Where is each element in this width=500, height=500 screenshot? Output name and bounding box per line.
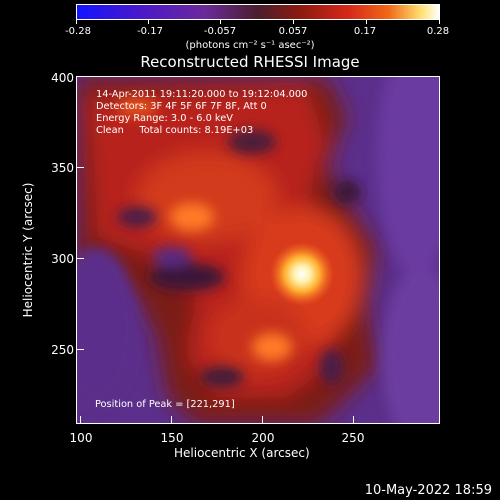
x-axis-title: Heliocentric X (arcsec) [174, 446, 310, 460]
x-tick-mark [80, 416, 81, 424]
y-tick-mark [76, 258, 84, 259]
x-tick-label: 250 [341, 431, 365, 445]
x-tick-mark [262, 416, 263, 424]
colorbar-tick [439, 20, 440, 24]
colorbar [76, 4, 440, 20]
colorbar-label: 0.28 [426, 26, 450, 37]
y-tick-label: 250 [51, 343, 74, 357]
y-tick-mark [76, 349, 84, 350]
y-axis-title: Heliocentric Y (arcsec) [21, 182, 35, 318]
y-tick-mark [76, 167, 84, 168]
annotation-detectors: Detectors: 3F 4F 5F 6F 7F 8F, Att 0 [96, 101, 267, 112]
bright-patches [117, 97, 292, 361]
x-tick-label: 150 [160, 431, 184, 445]
x-tick-mark [353, 416, 354, 424]
y-tick-label: 350 [51, 161, 74, 175]
annotation-energy: Energy Range: 3.0 - 6.0 keV [96, 113, 233, 124]
emission-region [77, 77, 377, 423]
timestamp: 10-May-2022 18:59 [364, 483, 492, 498]
y-tick-label: 400 [51, 71, 74, 85]
plot-title: Reconstructed RHESSI Image [140, 53, 360, 71]
colorbar-label: -0.17 [137, 26, 163, 37]
y-tick-mark [76, 76, 84, 77]
colorbar-tick [148, 20, 149, 24]
colorbar-tick [76, 20, 77, 24]
x-tick-label: 200 [251, 431, 275, 445]
annotation-counts: Clean Total counts: 8.19E+03 [96, 125, 254, 136]
annotation-time: 14-Apr-2011 19:11:20.000 to 19:12:04.000 [96, 89, 308, 100]
x-tick-label: 100 [69, 431, 93, 445]
x-tick-mark [171, 416, 172, 424]
rhessi-image: 14-Apr-2011 19:11:20.000 to 19:12:04.000… [76, 76, 440, 424]
colorbar-label: 0.17 [353, 26, 377, 37]
colorbar-tick [293, 20, 294, 24]
colorbar-label: -0.057 [203, 26, 237, 37]
colorbar-label: 0.057 [278, 26, 308, 37]
colorbar-tick [220, 20, 221, 24]
colorbar-label: -0.28 [65, 26, 91, 37]
colorbar-units: (photons cm⁻² s⁻¹ asec⁻²) [185, 40, 315, 51]
y-tick-label: 300 [51, 252, 74, 266]
peak-source [270, 242, 334, 306]
rhessi-image-map [77, 77, 439, 423]
colorbar-tick [366, 20, 367, 24]
dark-patches [77, 77, 439, 423]
annotation-peak: Position of Peak = [221,291] [95, 399, 235, 410]
